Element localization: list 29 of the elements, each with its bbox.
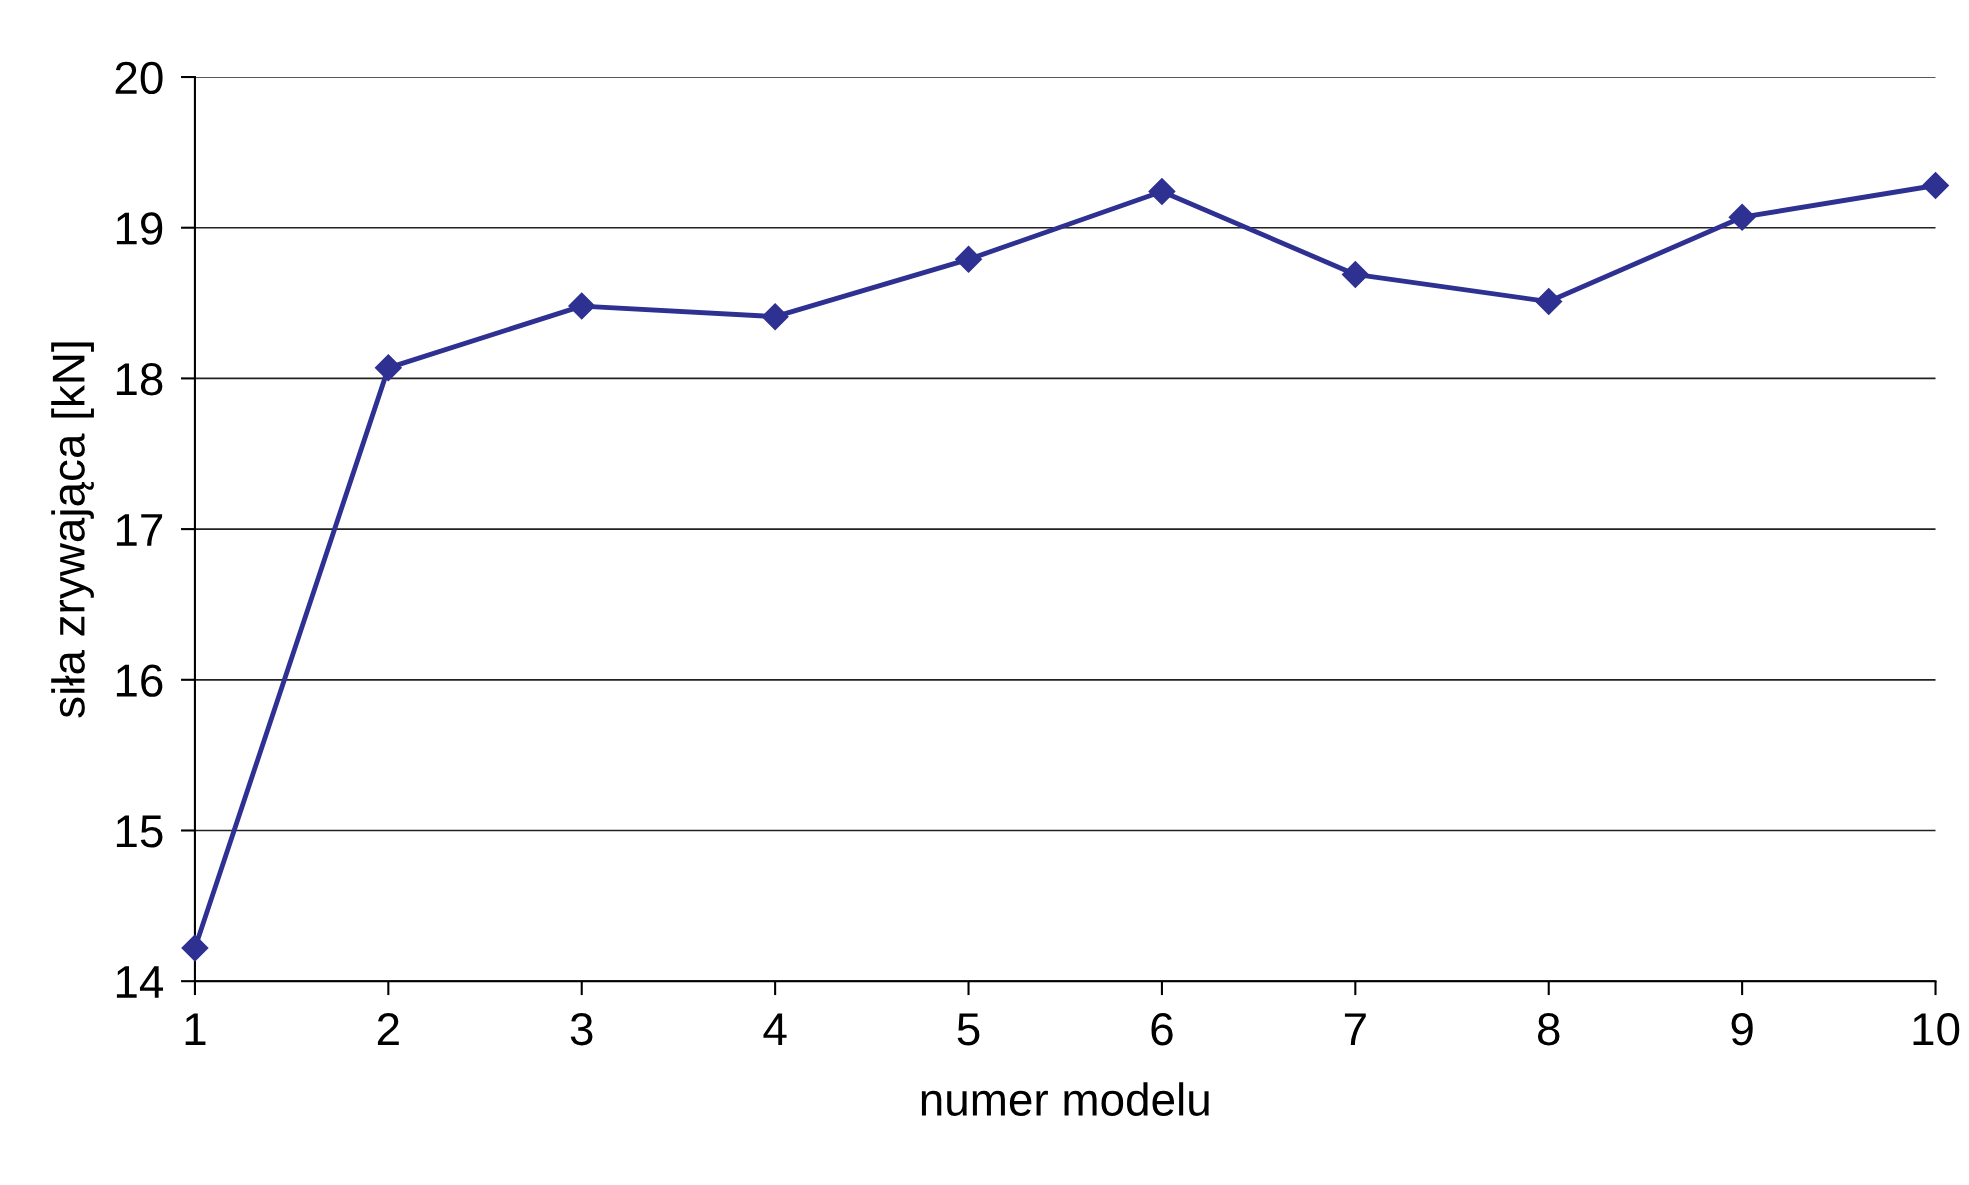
x-tick-label: 8 <box>1537 1012 1560 1046</box>
y-tick-label: 16 <box>116 664 163 697</box>
x-tick-label: 2 <box>377 1012 399 1045</box>
y-tick-label: 20 <box>115 61 163 95</box>
point <box>181 934 209 962</box>
x-tick-label: 3 <box>570 1012 593 1046</box>
x-tick-label: 1 <box>185 1013 206 1045</box>
point <box>955 245 982 273</box>
point <box>1922 172 1949 199</box>
x-tick-label: 7 <box>1344 1013 1366 1045</box>
point <box>568 292 596 320</box>
x-tick-label: 10 <box>1913 1012 1960 1046</box>
x-tick-label: 5 <box>957 1013 980 1046</box>
x-tick-label: 6 <box>1151 1012 1173 1046</box>
x-axis-title: numer modelu <box>921 1082 1209 1116</box>
y-tick-label: 14 <box>116 966 164 998</box>
x-tick-label: 9 <box>1731 1012 1753 1046</box>
point <box>1341 260 1369 288</box>
point <box>374 354 402 382</box>
point <box>1535 288 1563 316</box>
point <box>1728 203 1756 231</box>
y-tick-label: 17 <box>116 514 163 546</box>
x-tick-label: 4 <box>763 1013 787 1045</box>
y-axis-title: siła zrywająca [kN] <box>51 342 94 718</box>
y-tick-label: 19 <box>116 212 163 245</box>
y-tick-label: 15 <box>116 815 163 848</box>
point <box>761 303 789 331</box>
y-tick-label: 18 <box>116 363 163 396</box>
point <box>1148 178 1176 206</box>
